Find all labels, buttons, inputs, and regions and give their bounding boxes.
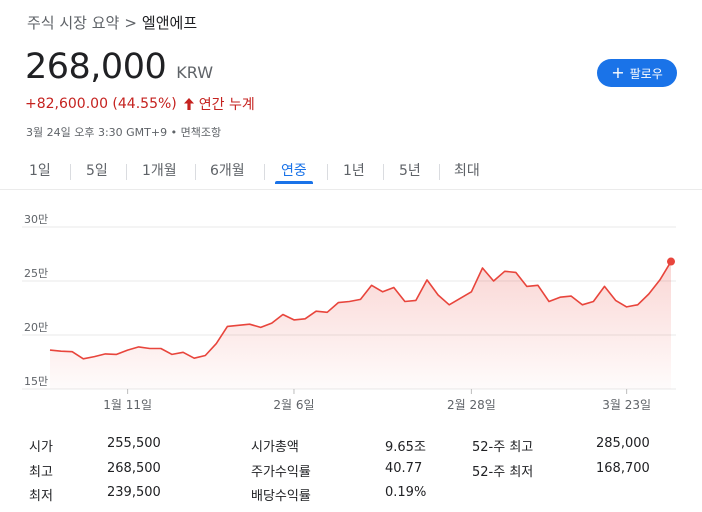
y-tick-label: 20만 (24, 321, 48, 334)
stat-value-52w-low: 168,700 (596, 461, 650, 476)
y-tick-label: 30만 (24, 213, 48, 226)
last-price-dot (667, 257, 675, 266)
tab-6m[interactable]: 6개월 (210, 163, 245, 179)
tab-ytd[interactable]: 연중 (281, 163, 307, 179)
tab-divider (383, 164, 384, 180)
follow-button-label: 팔로우 (629, 66, 663, 81)
tab-5y[interactable]: 5년 (399, 163, 421, 179)
x-tick-label: 2월 28일 (447, 398, 496, 412)
tab-divider (439, 164, 440, 180)
stat-value-dividend-yield: 0.19% (385, 485, 427, 500)
change-row: +82,600.00 (44.55%) 연간 누계 (25, 94, 255, 114)
range-tabs: 1일 5일 1개월 6개월 연중 1년 5년 최대 (0, 150, 702, 188)
tab-divider (327, 164, 328, 180)
follow-button[interactable]: + 팔로우 (597, 59, 677, 87)
price-row: 268,000 KRW (25, 47, 213, 87)
breadcrumb-separator: > (124, 14, 137, 32)
stat-label-dividend-yield: 배당수익률 (251, 489, 311, 504)
stat-value-open: 255,500 (107, 436, 161, 451)
tab-divider (126, 164, 127, 180)
stat-label-open: 시가 (29, 440, 53, 455)
x-tick-label: 3월 23일 (602, 398, 651, 412)
stat-value-52w-high: 285,000 (596, 436, 650, 451)
tab-active-indicator (275, 181, 313, 184)
x-tick-label: 1월 11일 (103, 398, 152, 412)
timestamp: 3월 24일 오후 3:30 GMT+9 (26, 126, 168, 139)
stat-label-market-cap: 시가총액 (251, 440, 299, 455)
stat-value-pe-ratio: 40.77 (385, 461, 423, 476)
stat-value-low: 239,500 (107, 485, 161, 500)
current-price: 268,000 (25, 47, 167, 87)
stat-label-52w-low: 52-주 최저 (472, 465, 534, 480)
breadcrumb-company: 엘앤에프 (141, 14, 198, 32)
tab-divider (70, 164, 71, 180)
stat-value-high: 268,500 (107, 461, 161, 476)
tab-1d[interactable]: 1일 (29, 163, 51, 179)
price-change: +82,600.00 (44.55%) (25, 96, 177, 112)
x-tick-label: 2월 6일 (273, 398, 314, 412)
stat-value-market-cap: 9.65조 (385, 440, 426, 455)
price-area (50, 261, 671, 389)
bullet: • (170, 126, 178, 139)
stat-label-high: 최고 (29, 465, 53, 480)
y-tick-label: 15만 (24, 375, 48, 388)
tab-5d[interactable]: 5일 (86, 163, 108, 179)
tab-divider (195, 164, 196, 180)
stat-label-pe-ratio: 주가수익률 (251, 465, 311, 480)
currency: KRW (176, 63, 214, 82)
stat-label-52w-high: 52-주 최고 (472, 440, 534, 455)
disclaimer-link[interactable]: 면책조항 (180, 126, 222, 139)
tabs-divider (0, 189, 702, 190)
tab-1y[interactable]: 1년 (343, 163, 365, 179)
tab-max[interactable]: 최대 (454, 163, 480, 179)
arrow-up-icon (183, 98, 194, 110)
tab-divider (264, 164, 265, 180)
price-chart[interactable]: 15만 20만 25만 30만 1월 11일 2월 6일 2월 28일 3월 23일 (0, 205, 702, 420)
timestamp-row: 3월 24일 오후 3:30 GMT+9 • 면책조항 (26, 124, 221, 140)
y-tick-label: 25만 (24, 267, 48, 280)
breadcrumb-section[interactable]: 주식 시장 요약 (27, 14, 120, 32)
stat-label-low: 최저 (29, 489, 53, 504)
plus-icon: + (611, 63, 625, 82)
change-period: 연간 누계 (198, 97, 255, 113)
breadcrumb: 주식 시장 요약 > 엘앤에프 (27, 12, 197, 33)
tab-1m[interactable]: 1개월 (142, 163, 177, 179)
